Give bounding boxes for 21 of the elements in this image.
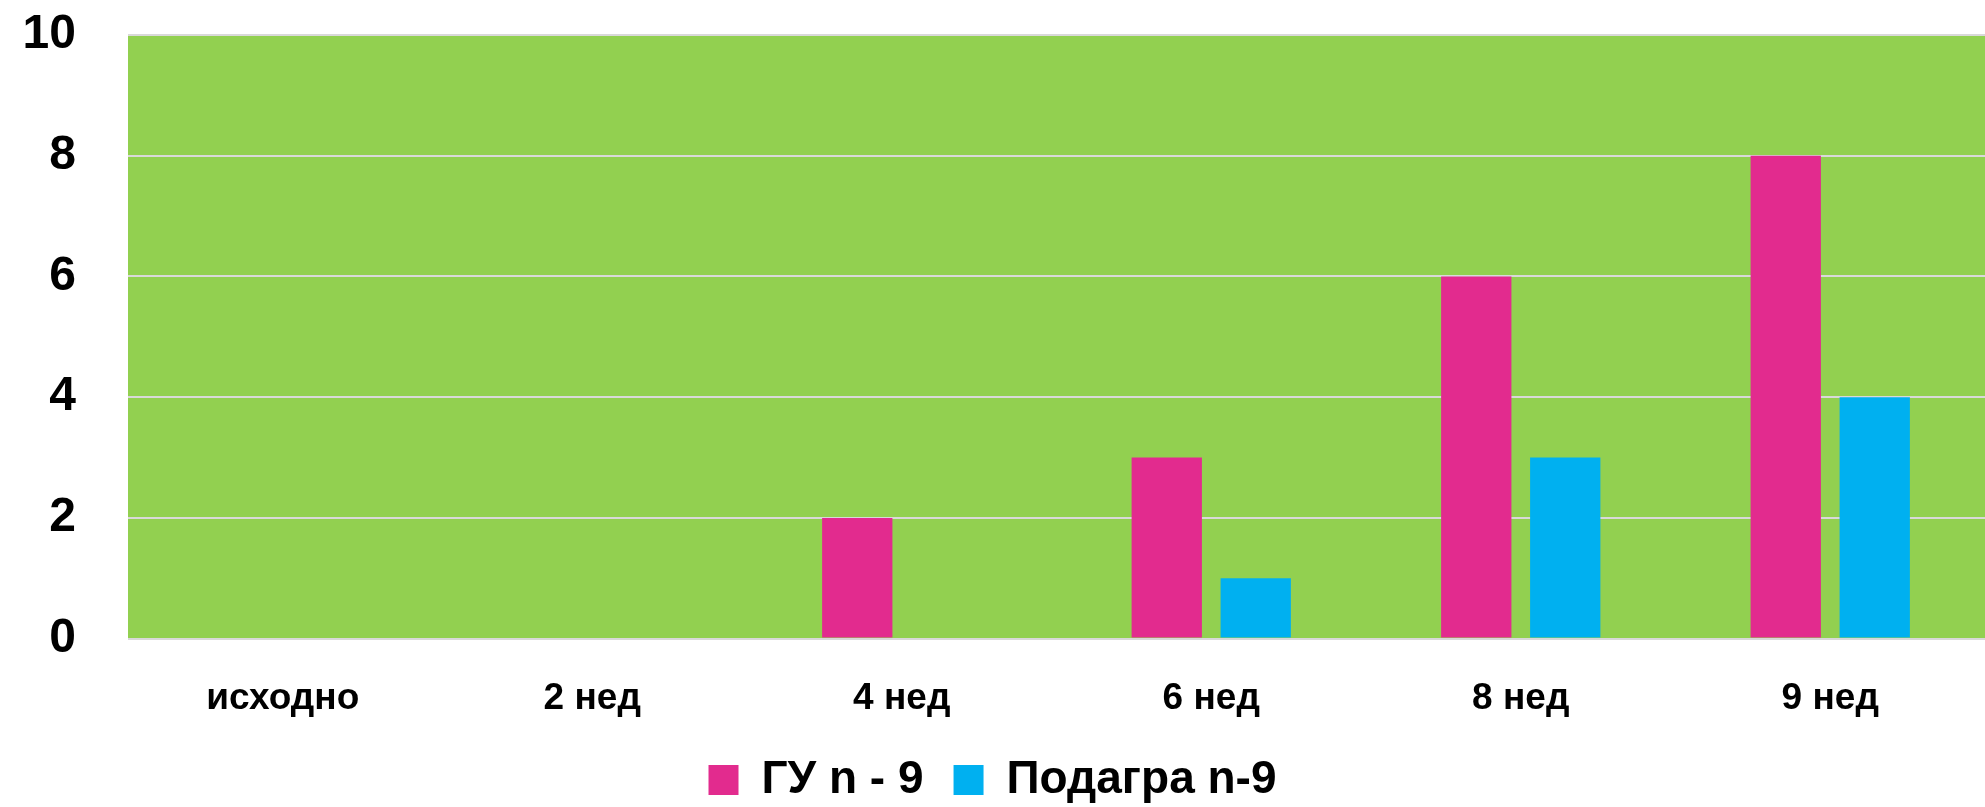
x-tick-label: 8 нед <box>1472 676 1570 717</box>
bar <box>1441 276 1512 638</box>
y-tick-label: 6 <box>49 246 76 300</box>
bar <box>1530 457 1601 638</box>
y-tick-label: 4 <box>49 367 77 421</box>
legend-label: ГУ n - 9 <box>761 750 924 803</box>
x-tick-label: 2 нед <box>543 676 641 717</box>
x-tick-label: 6 нед <box>1162 676 1260 717</box>
bar <box>1220 578 1291 638</box>
bar <box>1750 155 1821 638</box>
x-tick-label: 4 нед <box>853 676 951 717</box>
y-tick-label: 10 <box>22 5 76 59</box>
x-tick-label: исходно <box>206 676 360 717</box>
bar <box>1131 457 1202 638</box>
x-tick-label: 9 нед <box>1781 676 1879 717</box>
bar <box>1839 397 1910 638</box>
y-tick-label: 0 <box>49 608 76 662</box>
y-tick-label: 8 <box>49 125 76 179</box>
legend-label: Подагра n-9 <box>1006 750 1277 803</box>
y-tick-label: 2 <box>49 488 76 542</box>
bar <box>822 517 893 638</box>
